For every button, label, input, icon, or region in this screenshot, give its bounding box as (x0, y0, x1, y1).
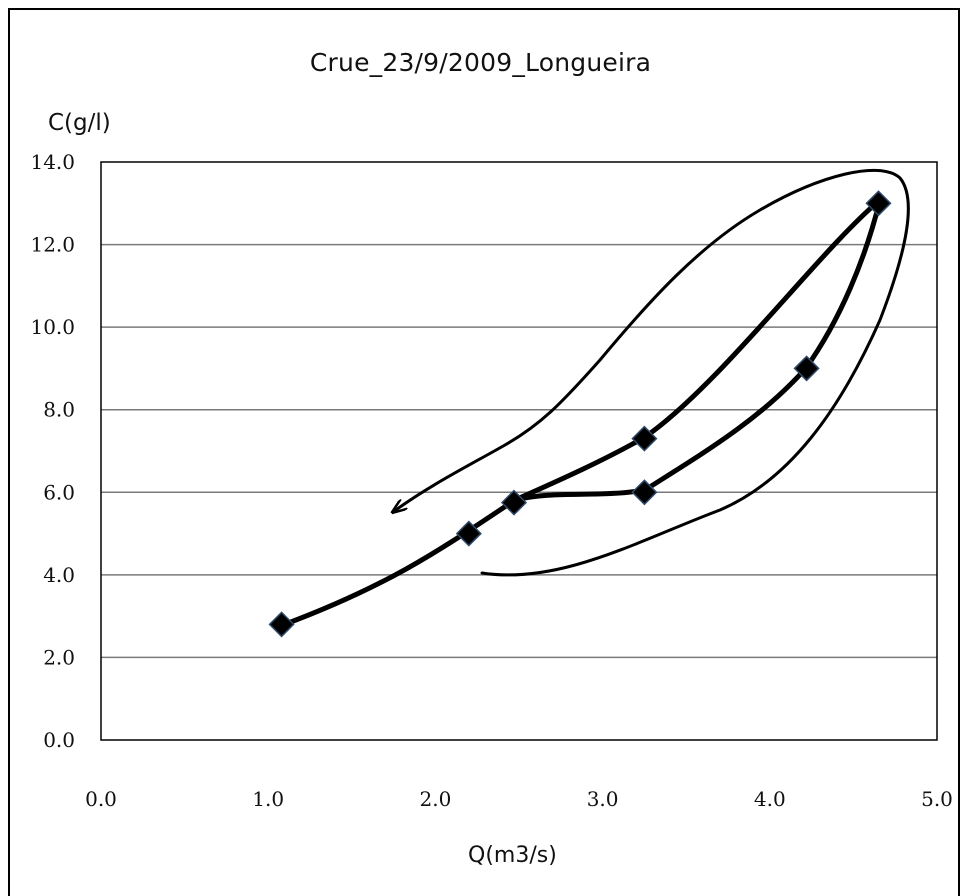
data-point-marker (865, 190, 892, 217)
x-tick-label: 2.0 (419, 787, 451, 811)
y-tick-label: 12.0 (30, 233, 75, 257)
x-axis-ticks: 0.0 1.0 2.0 3.0 4.0 5.0 (85, 787, 953, 811)
data-point-marker (631, 425, 658, 452)
data-points (268, 190, 892, 638)
x-axis-label: Q(m3/s) (468, 843, 557, 868)
y-tick-label: 10.0 (30, 315, 75, 339)
falling-limb-curve (512, 197, 883, 503)
y-tick-label: 6.0 (43, 480, 75, 504)
hysteresis-curves (280, 168, 910, 628)
gridlines (101, 243, 937, 659)
plot-area (100, 161, 938, 741)
x-tick-label: 4.0 (754, 787, 786, 811)
x-tick-label: 0.0 (85, 787, 117, 811)
y-axis-ticks: 0.0 2.0 4.0 6.0 8.0 10.0 12.0 14.0 (30, 150, 75, 752)
chart-title: Crue_23/9/2009_Longueira (309, 48, 652, 77)
chart-frame (8, 8, 960, 896)
connecting-curve (280, 197, 883, 628)
y-tick-label: 8.0 (43, 398, 75, 422)
y-axis-label: C(g/l) (48, 110, 111, 136)
data-point-marker (793, 355, 820, 382)
data-point-marker (455, 520, 482, 547)
x-tick-label: 5.0 (921, 787, 953, 811)
x-tick-label: 1.0 (252, 787, 284, 811)
data-point-marker (500, 489, 528, 516)
data-point-marker (268, 611, 295, 638)
y-tick-label: 0.0 (43, 728, 75, 752)
y-tick-label: 4.0 (43, 563, 75, 587)
x-tick-label: 3.0 (587, 787, 619, 811)
hysteresis-loop-curve (393, 168, 910, 577)
y-tick-label: 2.0 (43, 645, 75, 669)
y-tick-label: 14.0 (30, 150, 75, 174)
data-point-marker (631, 479, 658, 506)
